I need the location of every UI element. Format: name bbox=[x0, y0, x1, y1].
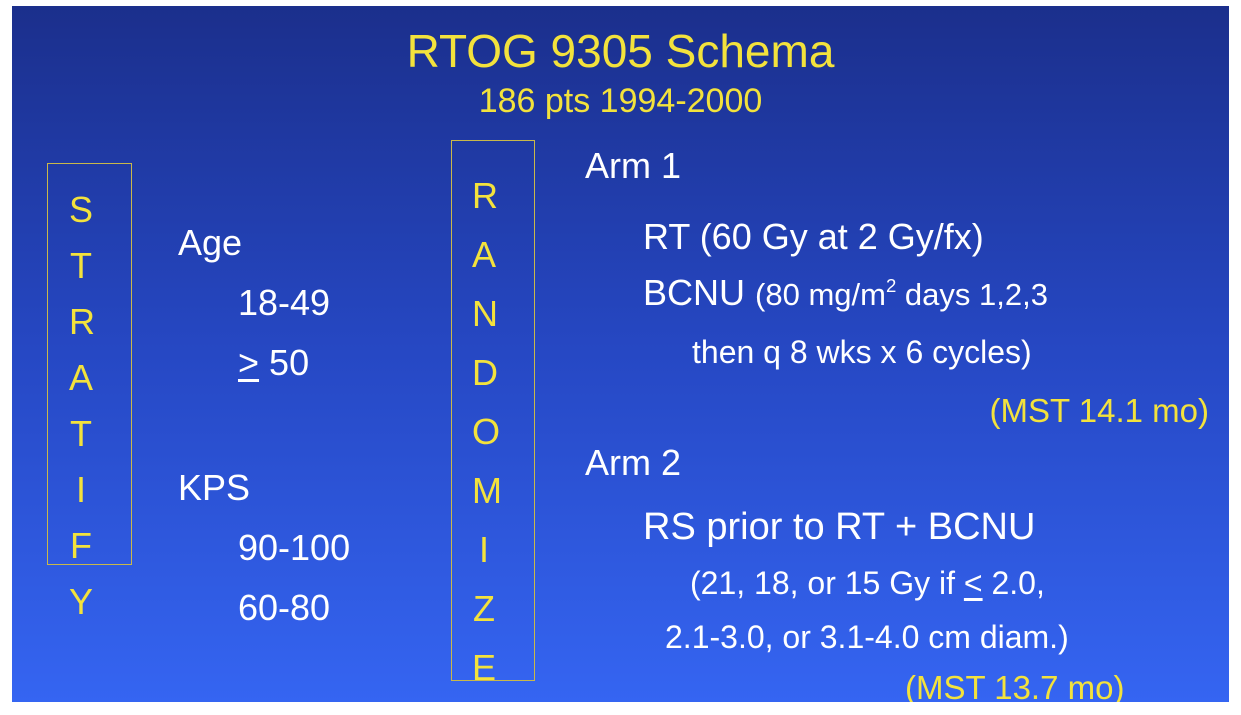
kps-group: 60-80 bbox=[238, 587, 331, 628]
dose: (80 mg/m2 days 1,2,3 bbox=[755, 274, 1048, 312]
randomize-box bbox=[451, 140, 535, 681]
superscript: 2 bbox=[885, 274, 897, 296]
dose-line: (21, 18, or 15 Gy if < 2.0, bbox=[690, 565, 1045, 602]
days: days 1,2,3 bbox=[896, 277, 1048, 312]
schedule: then q 8 wks x 6 cycles) bbox=[692, 334, 1032, 370]
dose-text: (21, 18, or 15 Gy if bbox=[690, 565, 964, 601]
value: 50 bbox=[269, 342, 310, 383]
title: RTOG 9305 Schema bbox=[406, 25, 835, 77]
age-group: 18-49 bbox=[238, 282, 331, 323]
arm-line: RT (60 Gy at 2 Gy/fx) bbox=[643, 216, 984, 257]
drug: BCNU bbox=[643, 272, 746, 313]
randomize-label: RANDOMIZE bbox=[472, 175, 502, 688]
symbol: < bbox=[963, 565, 983, 601]
arm-name: Arm 1 bbox=[585, 145, 682, 186]
slide: RTOG 9305 Schema 186 pts 1994-2000 STRAT… bbox=[12, 6, 1229, 702]
dose-line: 2.1-3.0, or 3.1-4.0 cm diam.) bbox=[665, 619, 1069, 655]
age-group: > 50 bbox=[238, 342, 309, 384]
stratify-label: STRATIFY bbox=[69, 189, 95, 622]
result: (MST 13.7 mo) bbox=[905, 669, 1125, 702]
kps-group: 90-100 bbox=[238, 527, 351, 568]
dose-text: 2.0, bbox=[982, 565, 1045, 601]
subtitle: 186 pts 1994-2000 bbox=[478, 82, 763, 120]
drug-line: BCNU (80 mg/m2 days 1,2,3 bbox=[643, 272, 1048, 314]
arm-name: Arm 2 bbox=[585, 442, 682, 483]
kps-heading: KPS bbox=[178, 467, 251, 508]
arm-line: RS prior to RT + BCNU bbox=[643, 506, 1036, 548]
dose-text: (80 mg/m bbox=[755, 277, 886, 312]
age-heading: Age bbox=[178, 222, 243, 263]
symbol: > bbox=[238, 342, 260, 383]
stratify-box bbox=[47, 163, 132, 565]
result: (MST 14.1 mo) bbox=[989, 392, 1209, 429]
